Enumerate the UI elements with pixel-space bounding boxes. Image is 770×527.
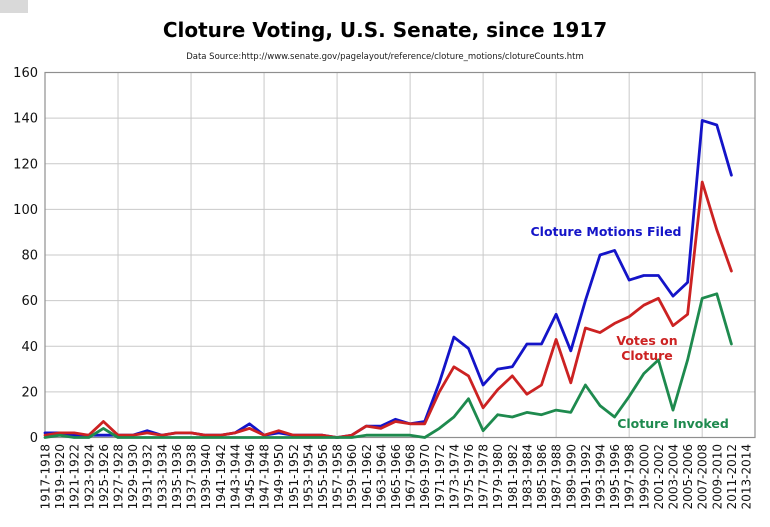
x-tick-label: 1937-1938 [185, 444, 199, 509]
x-tick-label: 2001-2002 [652, 444, 666, 509]
series-line-cloture-motions-filed [43, 119, 733, 439]
x-tick-label: 1927-1928 [112, 444, 126, 509]
x-tick-label: 2007-2008 [696, 444, 710, 509]
x-tick-label: 1961-1962 [360, 444, 374, 509]
corner-artifact [0, 0, 28, 13]
x-tick-label: 1935-1936 [170, 444, 184, 509]
x-tick-label: 1939-1940 [199, 444, 213, 509]
x-tick-label: 1943-1944 [228, 444, 242, 509]
y-tick-label: 60 [21, 294, 38, 309]
y-tick-label: 120 [13, 157, 38, 172]
x-tick-label: 2013-2014 [740, 444, 754, 509]
series-label-cloture-invoked: Cloture Invoked [617, 416, 729, 431]
series-line-votes-on-cloture [43, 180, 733, 439]
x-tick-label: 1933-1934 [155, 444, 169, 509]
series-label-votes-on-cloture: Votes on Cloture [616, 333, 677, 363]
x-tick-label: 1931-1932 [141, 444, 155, 509]
y-tick-label: 160 [13, 66, 38, 81]
x-tick-label: 1973-1974 [447, 444, 461, 509]
x-tick-label: 1995-1996 [608, 444, 622, 509]
x-tick-label: 1941-1942 [214, 444, 228, 509]
plot-frame [44, 71, 756, 439]
x-tick-label: 1991-1992 [579, 444, 593, 509]
x-tick-label: 1971-1972 [433, 444, 447, 509]
x-tick-label: 1997-1998 [623, 444, 637, 509]
x-tick-label: 1965-1966 [389, 444, 403, 509]
y-tick-label: 40 [21, 340, 38, 355]
y-tick-label: 0 [30, 431, 38, 446]
x-tick-label: 2005-2006 [681, 444, 695, 509]
x-tick-label: 1951-1952 [287, 444, 301, 509]
series-line-cloture-invoked [43, 292, 733, 439]
series-label-votes-line1: Votes on [616, 333, 678, 348]
x-tick-label: 1985-1986 [535, 444, 549, 509]
x-tick-label: 1999-2000 [637, 444, 651, 509]
x-tick-label: 1987-1988 [550, 444, 564, 509]
x-tick-label: 2009-2010 [710, 444, 724, 509]
x-tick-label: 1925-1926 [97, 444, 111, 509]
x-tick-label: 1989-1990 [564, 444, 578, 509]
y-tick-label: 100 [13, 203, 38, 218]
x-tick-label: 1947-1948 [258, 444, 272, 509]
x-tick-label: 2011-2012 [725, 444, 739, 509]
series-label-votes-line2: Cloture [621, 348, 673, 363]
x-tick-label: 2003-2004 [667, 444, 681, 509]
y-tick-label: 20 [21, 385, 38, 400]
x-tick-label: 1977-1978 [477, 444, 491, 509]
x-tick-label: 1917-1918 [39, 444, 53, 509]
x-tick-label: 1953-1954 [301, 444, 315, 509]
x-tick-label: 1983-1984 [520, 444, 534, 509]
x-tick-label: 1945-1946 [243, 444, 257, 509]
x-tick-label: 1921-1922 [68, 444, 82, 509]
x-tick-label: 1929-1930 [126, 444, 140, 509]
x-tick-label: 1963-1964 [374, 444, 388, 509]
x-tick-label: 1959-1960 [345, 444, 359, 509]
x-tick-label: 1949-1950 [272, 444, 286, 509]
x-tick-label: 1993-1994 [594, 444, 608, 509]
x-tick-label: 1981-1982 [506, 444, 520, 509]
x-tick-label: 1919-1920 [53, 444, 67, 509]
x-tick-label: 1975-1976 [462, 444, 476, 509]
x-tick-label: 1967-1968 [404, 444, 418, 509]
chart-title: Cloture Voting, U.S. Senate, since 1917 [162, 18, 608, 42]
x-tick-label: 1979-1980 [491, 444, 505, 509]
y-tick-label: 140 [13, 112, 38, 127]
x-tick-label: 1923-1924 [82, 444, 96, 509]
series-label-motions-filed: Cloture Motions Filed [530, 224, 682, 239]
x-tick-label: 1957-1958 [331, 444, 345, 509]
chart-subtitle: Data Source:http://www.senate.gov/pagela… [186, 52, 584, 62]
x-tick-label: 1969-1970 [418, 444, 432, 509]
x-tick-label: 1955-1956 [316, 444, 330, 509]
y-tick-label: 80 [21, 249, 38, 264]
